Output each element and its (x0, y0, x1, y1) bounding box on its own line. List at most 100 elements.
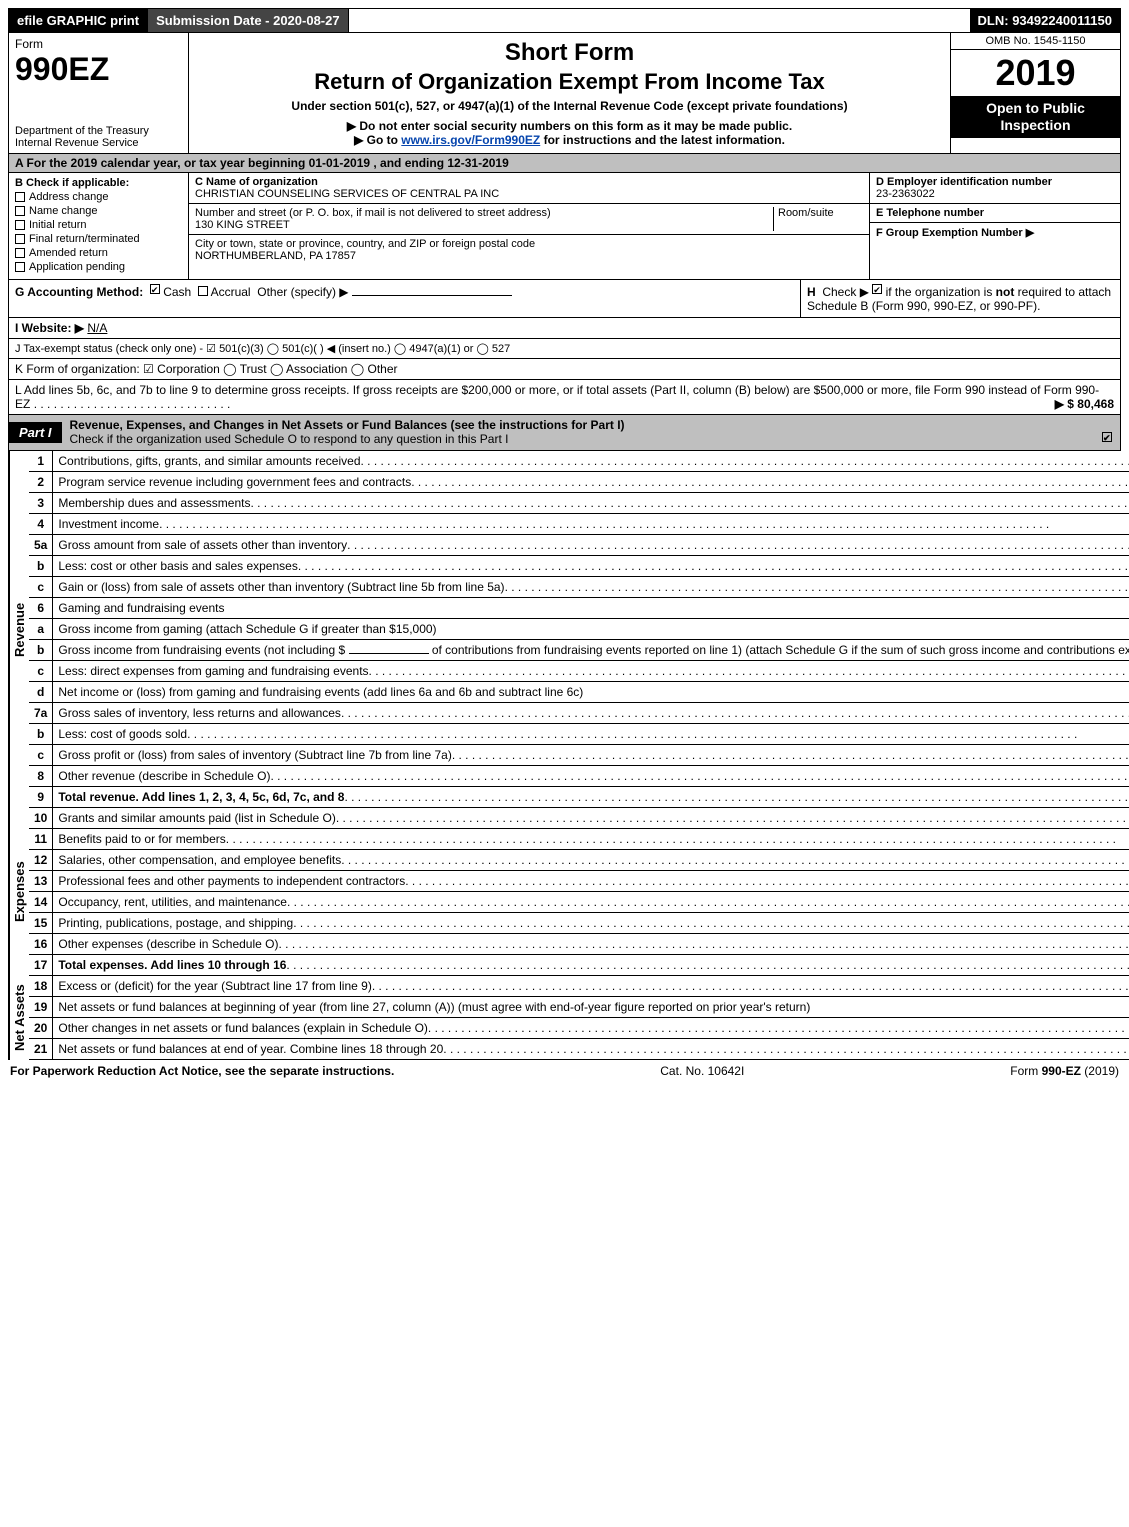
line-14: 14Occupancy, rent, utilities, and mainte… (29, 892, 1129, 913)
netassets-section: Net Assets 18Excess or (deficit) for the… (8, 976, 1121, 1060)
line-16: 16Other expenses (describe in Schedule O… (29, 934, 1129, 955)
city-block: City or town, state or province, country… (189, 235, 869, 265)
row-l: L Add lines 5b, 6c, and 7b to line 9 to … (8, 380, 1121, 415)
form-word: Form (15, 37, 182, 51)
irs-link[interactable]: www.irs.gov/Form990EZ (401, 133, 540, 147)
goto-line: ▶ Go to www.irs.gov/Form990EZ for instru… (199, 133, 940, 147)
chk-initial-return[interactable]: Initial return (15, 219, 182, 231)
org-name-block: C Name of organization CHRISTIAN COUNSEL… (189, 173, 869, 204)
row-h: H Check ▶ if the organization is not req… (800, 280, 1120, 317)
city-label: City or town, state or province, country… (195, 238, 863, 250)
city: NORTHUMBERLAND, PA 17857 (195, 250, 863, 262)
org-name: CHRISTIAN COUNSELING SERVICES OF CENTRAL… (195, 188, 863, 200)
street: 130 KING STREET (195, 219, 773, 231)
line-7b: bLess: cost of goods sold7b (29, 724, 1129, 745)
line-13: 13Professional fees and other payments t… (29, 871, 1129, 892)
line-6: 6Gaming and fundraising events (29, 598, 1129, 619)
part-1-header: Part I Revenue, Expenses, and Changes in… (8, 415, 1121, 451)
netassets-table: 18Excess or (deficit) for the year (Subt… (29, 976, 1129, 1060)
phone-label: E Telephone number (876, 207, 1114, 219)
chk-application-pending[interactable]: Application pending (15, 261, 182, 273)
open-public: Open to Public Inspection (951, 96, 1120, 138)
line-18: 18Excess or (deficit) for the year (Subt… (29, 976, 1129, 997)
line-7a: 7aGross sales of inventory, less returns… (29, 703, 1129, 724)
expenses-section: Expenses 10Grants and similar amounts pa… (8, 808, 1121, 976)
group-exempt-label: F Group Exemption Number ▶ (876, 226, 1114, 239)
irs-line: Internal Revenue Service (15, 137, 182, 149)
line-6a: aGross income from gaming (attach Schedu… (29, 619, 1129, 640)
row-gh: G Accounting Method: Cash Accrual Other … (8, 280, 1121, 318)
box-f: F Group Exemption Number ▶ (870, 223, 1120, 242)
street-block: Number and street (or P. O. box, if mail… (189, 204, 869, 235)
6b-input[interactable] (349, 653, 429, 654)
subtitle: Under section 501(c), 527, or 4947(a)(1)… (199, 99, 940, 113)
efile-print-button[interactable]: efile GRAPHIC print (9, 9, 148, 32)
ein-label: D Employer identification number (876, 176, 1114, 188)
accounting-other: Other (specify) ▶ (257, 285, 348, 299)
org-name-label: C Name of organization (195, 176, 863, 188)
section-bcd: B Check if applicable: Address change Na… (8, 173, 1121, 280)
chk-schedule-o[interactable] (1102, 432, 1112, 442)
line-15: 15Printing, publications, postage, and s… (29, 913, 1129, 934)
form-title: Return of Organization Exempt From Incom… (199, 69, 940, 95)
part-1-title: Revenue, Expenses, and Changes in Net As… (62, 415, 1120, 450)
row-i: I Website: ▶ N/A (8, 318, 1121, 339)
title-block: Short Form Return of Organization Exempt… (189, 33, 950, 153)
department: Department of the Treasury Internal Reve… (15, 125, 182, 149)
chk-schedule-b[interactable] (872, 284, 882, 294)
box-c: C Name of organization CHRISTIAN COUNSEL… (189, 173, 870, 279)
row-k: K Form of organization: ☑ Corporation ◯ … (8, 359, 1121, 380)
line-2: 2Program service revenue including gover… (29, 472, 1129, 493)
short-form: Short Form (199, 39, 940, 67)
room-suite-label: Room/suite (773, 207, 863, 231)
omb-number: OMB No. 1545-1150 (951, 33, 1120, 50)
box-b-title: B Check if applicable: (15, 177, 182, 189)
chk-address-change[interactable]: Address change (15, 191, 182, 203)
line-20: 20Other changes in net assets or fund ba… (29, 1018, 1129, 1039)
box-d: D Employer identification number 23-2363… (870, 173, 1120, 204)
line-11: 11Benefits paid to or for members11 (29, 829, 1129, 850)
line-12: 12Salaries, other compensation, and empl… (29, 850, 1129, 871)
form-id-block: Form 990EZ Department of the Treasury In… (9, 33, 189, 153)
chk-amended-return[interactable]: Amended return (15, 247, 182, 259)
accounting-method-label: G Accounting Method: (15, 285, 143, 299)
form-header: Form 990EZ Department of the Treasury In… (8, 33, 1121, 154)
ssn-warning: ▶ Do not enter social security numbers o… (199, 119, 940, 133)
line-5b: bLess: cost or other basis and sales exp… (29, 556, 1129, 577)
revenue-section: Revenue 1Contributions, gifts, grants, a… (8, 451, 1121, 808)
sidebar-netassets: Net Assets (9, 976, 29, 1060)
line-6c: cLess: direct expenses from gaming and f… (29, 661, 1129, 682)
sidebar-revenue: Revenue (9, 451, 29, 808)
spacer (349, 9, 970, 32)
box-def: D Employer identification number 23-2363… (870, 173, 1120, 279)
footer-right: Form 990-EZ (2019) (1010, 1064, 1119, 1078)
box-b: B Check if applicable: Address change Na… (9, 173, 189, 279)
page-footer: For Paperwork Reduction Act Notice, see … (8, 1060, 1121, 1078)
chk-accrual[interactable] (198, 286, 208, 296)
line-4: 4Investment income4 (29, 514, 1129, 535)
line-21: 21Net assets or fund balances at end of … (29, 1039, 1129, 1060)
street-label: Number and street (or P. O. box, if mail… (195, 207, 773, 219)
ein-value: 23-2363022 (876, 188, 1114, 200)
line-6b: bGross income from fundraising events (n… (29, 640, 1129, 661)
chk-final-return[interactable]: Final return/terminated (15, 233, 182, 245)
sidebar-expenses: Expenses (9, 808, 29, 976)
chk-name-change[interactable]: Name change (15, 205, 182, 217)
dept-line: Department of the Treasury (15, 125, 182, 137)
revenue-table: 1Contributions, gifts, grants, and simil… (29, 451, 1129, 808)
other-specify-input[interactable] (352, 295, 512, 296)
line-5a: 5aGross amount from sale of assets other… (29, 535, 1129, 556)
goto-pre: ▶ Go to (354, 133, 401, 147)
line-1: 1Contributions, gifts, grants, and simil… (29, 451, 1129, 472)
line-5c: cGain or (loss) from sale of assets othe… (29, 577, 1129, 598)
dln: DLN: 93492240011150 (970, 9, 1120, 32)
row-l-amount: ▶ $ 80,468 (1055, 397, 1114, 411)
line-6d: dNet income or (loss) from gaming and fu… (29, 682, 1129, 703)
line-a: A For the 2019 calendar year, or tax yea… (8, 154, 1121, 173)
form-number: 990EZ (15, 53, 182, 85)
goto-post: for instructions and the latest informat… (540, 133, 785, 147)
line-8: 8Other revenue (describe in Schedule O)8 (29, 766, 1129, 787)
part-1-check-line: Check if the organization used Schedule … (70, 432, 509, 446)
chk-cash[interactable] (150, 284, 160, 294)
row-j: J Tax-exempt status (check only one) - ☑… (8, 339, 1121, 359)
